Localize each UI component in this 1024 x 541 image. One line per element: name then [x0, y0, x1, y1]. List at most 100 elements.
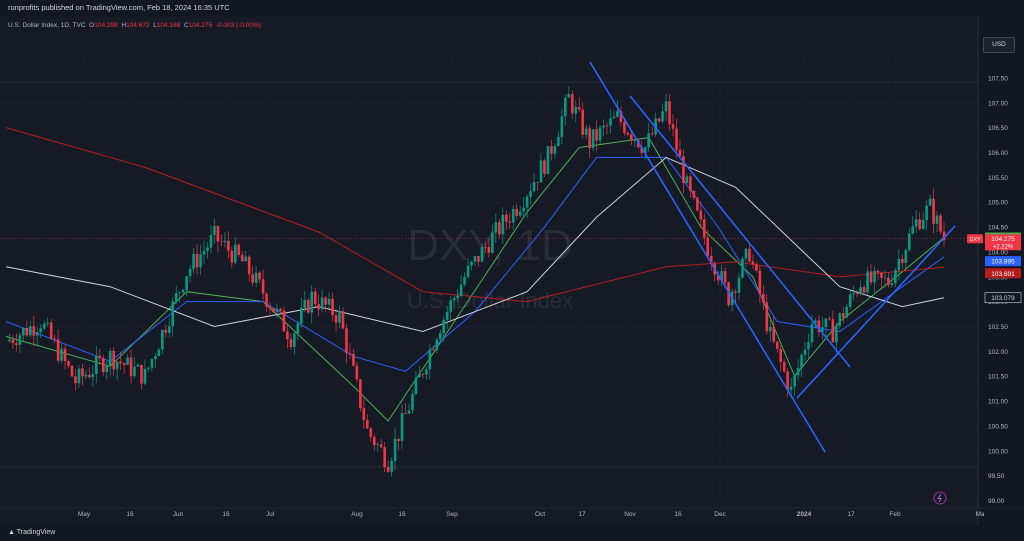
- candle-body: [206, 247, 209, 251]
- candle-body: [675, 128, 678, 150]
- candle-body: [772, 326, 776, 342]
- candle-body: [452, 298, 456, 301]
- candle-body: [230, 250, 234, 263]
- candle-body: [901, 259, 904, 263]
- candle-body: [685, 176, 689, 184]
- candle-body: [95, 355, 98, 374]
- candle-body: [602, 125, 605, 128]
- time-tick-label: Feb: [889, 511, 901, 518]
- candle-body: [157, 349, 161, 357]
- trend-line[interactable]: [796, 225, 956, 399]
- candle-body: [369, 428, 373, 437]
- candle-body: [39, 328, 43, 333]
- candle-body: [101, 358, 105, 372]
- chart-area[interactable]: [0, 16, 1024, 525]
- currency-button[interactable]: USD: [983, 37, 1015, 53]
- candle-body: [928, 198, 932, 206]
- candle-body: [491, 232, 494, 253]
- ma-red-price-tag-bg: [985, 268, 1021, 279]
- candle-body: [911, 226, 915, 234]
- candle-body: [859, 287, 862, 294]
- candle-body: [67, 360, 70, 366]
- candle-body: [77, 368, 81, 384]
- price-tick-label: 102.50: [988, 324, 1008, 331]
- ma-blue-price-tag-bg: [985, 256, 1021, 267]
- last-price-value: 104.275: [991, 236, 1015, 243]
- candle-body: [372, 436, 376, 446]
- candle-body: [678, 149, 682, 157]
- candle-body: [723, 271, 727, 283]
- candle-body: [289, 339, 293, 347]
- candle-body: [105, 365, 109, 372]
- time-axis: May 16 Jun 16 Jul Aug 16 Sep Oct 17 Nov 16 Dec 2024 17…: [0, 507, 1024, 518]
- candle-body: [511, 208, 515, 223]
- candle-body: [657, 118, 661, 122]
- publish-header: runprofits published on TradingView.com,…: [0, 0, 1024, 16]
- candle-body: [418, 374, 421, 378]
- trend-line[interactable]: [629, 95, 851, 368]
- candle-body: [876, 270, 880, 273]
- candle-body: [126, 357, 129, 365]
- candle-body: [518, 211, 522, 216]
- candle-body: [293, 333, 296, 347]
- candle-body: [828, 318, 831, 320]
- candle-body: [907, 233, 911, 251]
- candle-body: [532, 182, 536, 192]
- candle-body: [574, 106, 578, 114]
- candle-body: [546, 146, 550, 174]
- candle-body: [397, 438, 400, 441]
- candle-body: [129, 357, 133, 377]
- candle-body: [63, 348, 67, 361]
- candle-body: [501, 214, 505, 235]
- candle-body: [275, 308, 279, 313]
- candle-body: [345, 328, 348, 354]
- ma-white-price-tag-bg: [984, 292, 1022, 304]
- candle-body: [174, 293, 178, 302]
- candle-body: [383, 447, 386, 467]
- candle-body: [890, 283, 894, 286]
- candle-body: [793, 375, 796, 387]
- trend-line[interactable]: [589, 61, 826, 453]
- symbol-tag-bg: [967, 234, 983, 244]
- candle-body: [150, 359, 154, 368]
- time-tick-label: Jul: [266, 511, 275, 518]
- candle-body: [841, 313, 845, 318]
- candle-body: [591, 129, 595, 149]
- candle-body: [577, 106, 581, 110]
- candle-body: [883, 277, 887, 279]
- candle-body: [477, 256, 480, 262]
- candle-body: [324, 297, 327, 305]
- candle-body: [56, 339, 60, 361]
- candle-body: [852, 293, 855, 295]
- candle-body: [626, 132, 630, 135]
- price-tick-label: 104.50: [988, 225, 1008, 232]
- price-tick-label: 102.00: [988, 349, 1008, 356]
- candle-body: [786, 371, 789, 391]
- candle-body: [709, 256, 713, 264]
- candle-body: [755, 264, 758, 271]
- tradingview-logo-icon[interactable]: ▲: [8, 529, 15, 536]
- time-tick-label: Jun: [173, 511, 184, 518]
- candle-body: [366, 420, 369, 429]
- candle-body: [782, 362, 786, 372]
- price-tick-label: 101.00: [988, 399, 1008, 406]
- candle-body: [438, 333, 442, 340]
- ma-blue-price-tag: 103.895: [991, 259, 1015, 266]
- candle-body: [734, 291, 737, 293]
- candle-body: [188, 268, 192, 277]
- price-tick-label: 107.50: [988, 75, 1008, 82]
- candle-body: [570, 94, 574, 114]
- time-tick-label: 16: [398, 511, 406, 518]
- brand-name[interactable]: TradingView: [16, 529, 56, 536]
- replay-icon[interactable]: [933, 491, 947, 505]
- candle-body: [835, 325, 838, 343]
- candle-body: [727, 282, 730, 306]
- candle-body: [661, 111, 664, 122]
- candle-body: [254, 272, 258, 283]
- candle-body: [237, 244, 241, 255]
- candle-body: [244, 256, 248, 262]
- candle-body: [32, 326, 36, 336]
- candle-body: [282, 310, 286, 332]
- candle-body: [414, 377, 418, 394]
